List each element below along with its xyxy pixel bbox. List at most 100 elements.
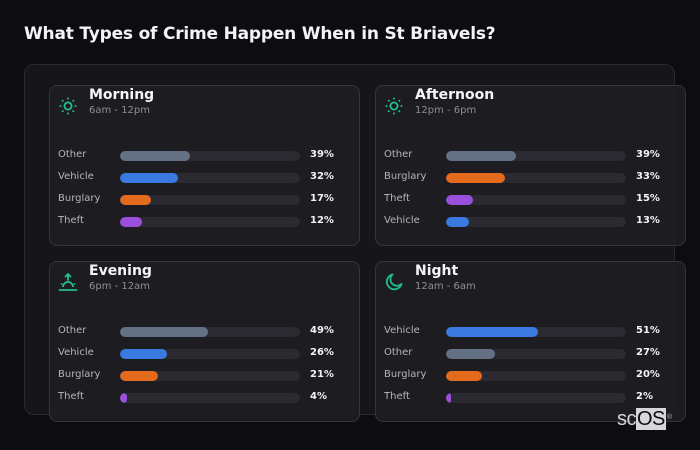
- bar-row: Burglary 20%: [384, 368, 679, 390]
- bar-fill: [120, 195, 151, 205]
- bar-track: [446, 173, 626, 183]
- percent-value: 20%: [636, 369, 660, 380]
- category-label: Vehicle: [384, 325, 420, 336]
- bar-fill: [120, 349, 167, 359]
- category-label: Vehicle: [58, 171, 94, 182]
- percent-value: 4%: [310, 391, 327, 402]
- category-label: Other: [58, 149, 87, 160]
- period-card-morning: Morning 6am - 12pm Other 39% Vehicle 32% Bur…: [49, 85, 360, 246]
- bar-fill: [120, 217, 142, 227]
- bar-fill: [446, 327, 538, 337]
- bar-fill: [446, 393, 451, 403]
- percent-value: 26%: [310, 347, 334, 358]
- scos-logo: scOS ®: [617, 408, 672, 430]
- moon-icon: [384, 272, 404, 292]
- bar-track: [446, 393, 626, 403]
- category-label: Theft: [384, 391, 410, 402]
- bar-row: Vehicle 13%: [384, 214, 679, 236]
- category-label: Other: [384, 149, 413, 160]
- category-label: Burglary: [58, 193, 101, 204]
- bar-row: Vehicle 26%: [58, 346, 353, 368]
- sun-icon: [58, 96, 78, 116]
- bar-row: Vehicle 32%: [58, 170, 353, 192]
- category-label: Theft: [58, 391, 84, 402]
- bar-track: [120, 217, 300, 227]
- percent-value: 2%: [636, 391, 653, 402]
- bar-row: Theft 2%: [384, 390, 679, 412]
- period-title: Night: [415, 263, 459, 279]
- category-label: Other: [384, 347, 413, 358]
- bar-track: [120, 195, 300, 205]
- bar-track: [120, 327, 300, 337]
- bar-fill: [446, 217, 470, 227]
- period-title: Evening: [89, 263, 152, 279]
- period-card-evening: Evening 6pm - 12am Other 49% Vehicle 26% Bur…: [49, 261, 360, 422]
- bar-row: Other 39%: [58, 148, 353, 170]
- percent-value: 39%: [636, 149, 660, 160]
- category-label: Burglary: [58, 369, 101, 380]
- period-title: Afternoon: [415, 87, 495, 103]
- bar-track: [120, 349, 300, 359]
- period-range: 6pm - 12am: [89, 281, 151, 292]
- bar-fill: [120, 393, 128, 403]
- sunset-icon: [58, 272, 78, 292]
- bar-fill: [120, 327, 209, 337]
- category-label: Burglary: [384, 171, 427, 182]
- bar-row: Theft 12%: [58, 214, 353, 236]
- percent-value: 17%: [310, 193, 334, 204]
- category-label: Vehicle: [58, 347, 94, 358]
- bar-track: [120, 173, 300, 183]
- bar-track: [120, 393, 300, 403]
- bar-track: [446, 195, 626, 205]
- bar-track: [446, 371, 626, 381]
- bar-fill: [120, 173, 178, 183]
- bar-row: Burglary 33%: [384, 170, 679, 192]
- bar-track: [446, 349, 626, 359]
- bar-track: [120, 371, 300, 381]
- bar-list: Vehicle 51% Other 27% Burglary 20% Theft 2%: [384, 324, 679, 412]
- bar-track: [446, 327, 626, 337]
- percent-value: 39%: [310, 149, 334, 160]
- percent-value: 21%: [310, 369, 334, 380]
- bar-fill: [446, 371, 482, 381]
- bar-row: Other 39%: [384, 148, 679, 170]
- period-range: 12pm - 6pm: [415, 105, 477, 116]
- bar-row: Burglary 17%: [58, 192, 353, 214]
- logo-os: OS: [636, 408, 666, 430]
- bar-row: Other 49%: [58, 324, 353, 346]
- percent-value: 12%: [310, 215, 334, 226]
- bar-row: Other 27%: [384, 346, 679, 368]
- bar-fill: [446, 349, 495, 359]
- bar-fill: [120, 151, 191, 161]
- category-label: Burglary: [384, 369, 427, 380]
- category-label: Theft: [58, 215, 84, 226]
- percent-value: 32%: [310, 171, 334, 182]
- bar-fill: [446, 173, 506, 183]
- category-label: Other: [58, 325, 87, 336]
- page-title: What Types of Crime Happen When in St Br…: [24, 24, 496, 44]
- bar-fill: [446, 151, 517, 161]
- bar-fill: [120, 371, 158, 381]
- bar-row: Vehicle 51%: [384, 324, 679, 346]
- bar-row: Burglary 21%: [58, 368, 353, 390]
- period-card-afternoon: Afternoon 12pm - 6pm Other 39% Burglary 33%…: [375, 85, 686, 246]
- bar-list: Other 49% Vehicle 26% Burglary 21% Theft 4%: [58, 324, 353, 412]
- bar-list: Other 39% Vehicle 32% Burglary 17% Theft 12%: [58, 148, 353, 236]
- bar-row: Theft 15%: [384, 192, 679, 214]
- percent-value: 51%: [636, 325, 660, 336]
- bar-list: Other 39% Burglary 33% Theft 15% Vehicle 13%: [384, 148, 679, 236]
- percent-value: 33%: [636, 171, 660, 182]
- percent-value: 13%: [636, 215, 660, 226]
- percent-value: 27%: [636, 347, 660, 358]
- bar-track: [446, 151, 626, 161]
- period-card-night: Night 12am - 6am Vehicle 51% Other 27% Burgl…: [375, 261, 686, 422]
- logo-registered: ®: [666, 414, 672, 421]
- bar-track: [120, 151, 300, 161]
- percent-value: 15%: [636, 193, 660, 204]
- bar-row: Theft 4%: [58, 390, 353, 412]
- period-range: 12am - 6am: [415, 281, 476, 292]
- period-range: 6am - 12pm: [89, 105, 151, 116]
- period-title: Morning: [89, 87, 155, 103]
- bar-fill: [446, 195, 473, 205]
- percent-value: 49%: [310, 325, 334, 336]
